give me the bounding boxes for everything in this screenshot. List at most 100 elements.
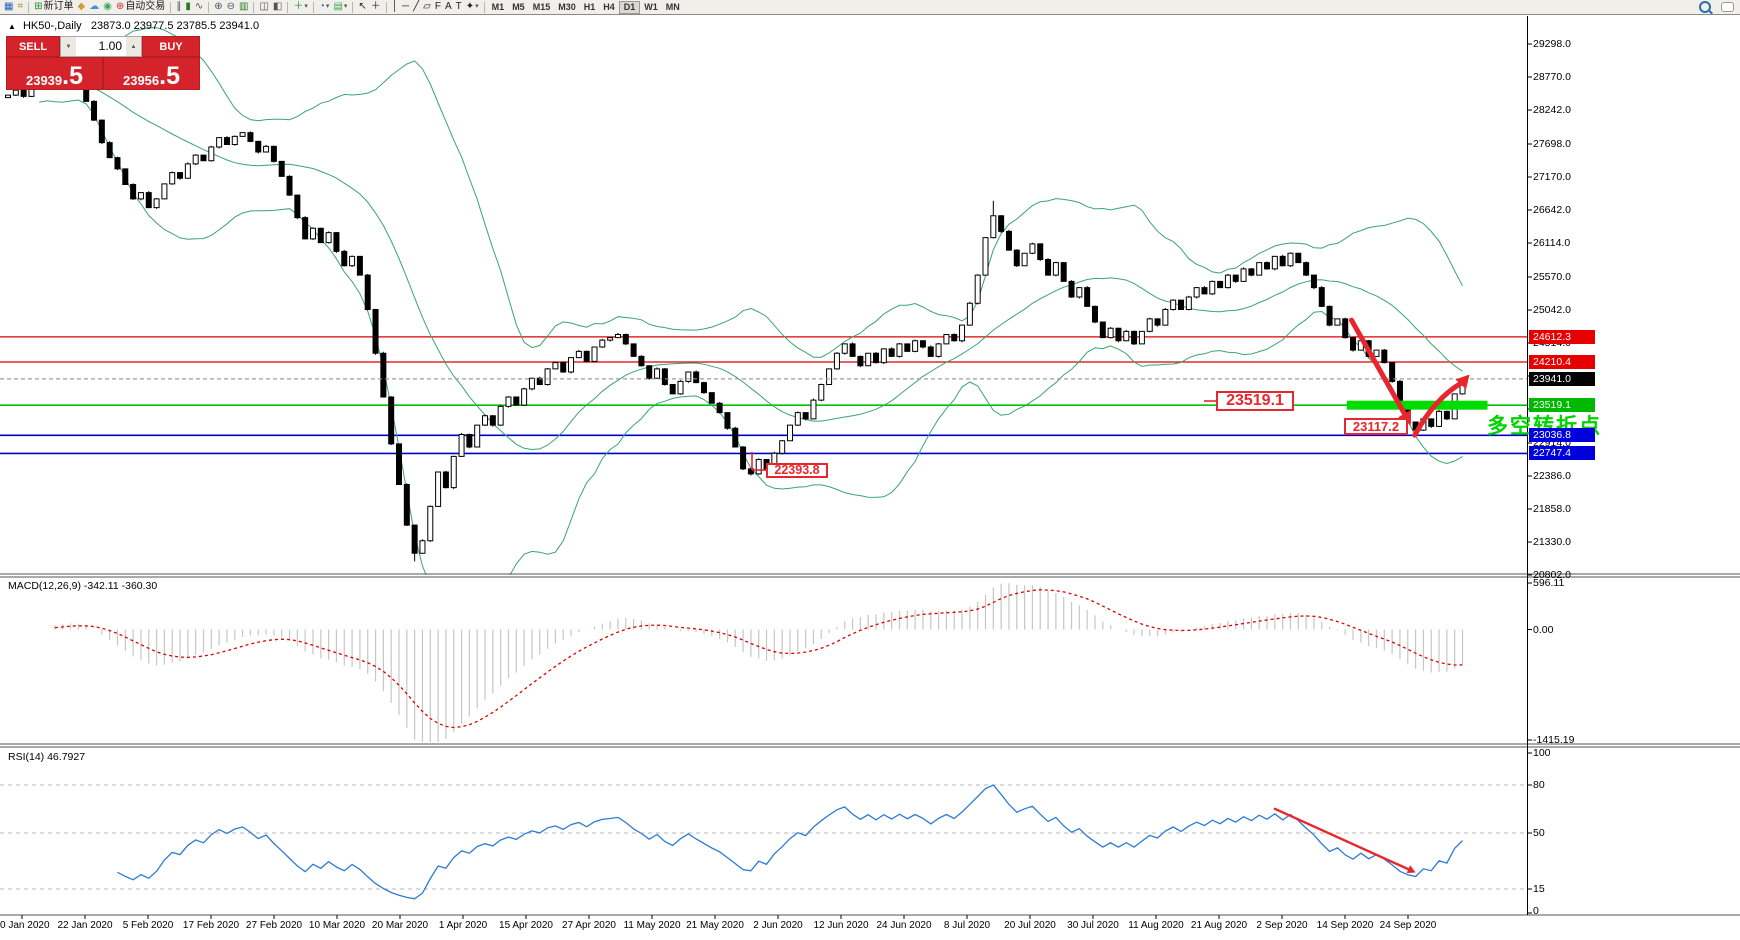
template-icon: ▤	[333, 1, 343, 12]
timeframe-M30[interactable]: M30	[554, 1, 580, 14]
timeframe-M15[interactable]: M15	[529, 1, 555, 14]
line-chart-icon: ∿	[194, 1, 204, 12]
price-axis-tick: 25570.0	[1533, 271, 1571, 283]
chart-header: ▲ HK50-,Daily 23873.0 23977.5 23785.5 23…	[8, 20, 259, 32]
horizontal-line-icon[interactable]: ─	[400, 1, 411, 14]
volume-up-button[interactable]: ▲	[126, 37, 141, 56]
timeframe-D1[interactable]: D1	[618, 0, 641, 14]
date-axis-label[interactable]: 11 Aug 2020	[1128, 920, 1184, 931]
text-icon[interactable]: A	[443, 1, 454, 14]
date-axis-label[interactable]: 17 Feb 2020	[182, 920, 240, 931]
date-axis-label[interactable]: 1 Apr 2020	[438, 920, 488, 931]
date-axis-label[interactable]: 22 Jan 2020	[57, 920, 113, 931]
level-label-23519[interactable]: 23519.1	[1216, 391, 1294, 411]
trendline-icon[interactable]: ╱	[411, 1, 421, 14]
date-axis-label[interactable]: 15 Apr 2020	[499, 920, 553, 931]
timeframe-H1[interactable]: H1	[580, 1, 600, 14]
date-axis-label[interactable]: 24 Jun 2020	[876, 920, 932, 931]
signals-icon: ◉	[103, 1, 112, 12]
price-axis-tick: 20802.0	[1533, 569, 1571, 581]
volume-input[interactable]: 1.00	[98, 39, 122, 53]
styles-icon[interactable]: ◆	[75, 1, 87, 14]
autotrading-icon-label: 自动交易	[125, 1, 166, 12]
vertical-line-icon[interactable]: │	[390, 1, 400, 14]
date-axis-label[interactable]: 10 Jan 2020	[0, 920, 50, 931]
toolbar-separator	[170, 1, 172, 13]
zoom-in-icon[interactable]: ⊕	[212, 1, 224, 14]
chat-icon[interactable]	[1721, 2, 1734, 12]
macd-indicator-label: MACD(12,26,9) -342.11 -360.30	[8, 580, 158, 592]
date-axis-label[interactable]: 5 Feb 2020	[122, 920, 174, 931]
price-tag-24210.4: 24210.4	[1529, 354, 1595, 369]
line-chart-icon[interactable]: ∿	[193, 1, 205, 14]
search-icon[interactable]	[1699, 1, 1711, 13]
date-axis-label[interactable]: 27 Apr 2020	[562, 920, 616, 931]
candlestick-chart-icon[interactable]: ▮	[183, 1, 193, 14]
toolbar-right	[1699, 1, 1734, 13]
timeframe-M5[interactable]: M5	[508, 1, 529, 14]
new-order-icon[interactable]: ⊞ 新订单	[32, 1, 75, 14]
date-axis-label[interactable]: 27 Feb 2020	[245, 920, 303, 931]
price-axis-tick: 27170.0	[1533, 171, 1571, 183]
channel-icon[interactable]: ▱	[421, 1, 433, 14]
date-axis-label[interactable]: 11 May 2020	[623, 920, 681, 931]
periods-icon: ◔	[318, 1, 325, 12]
cursor-icon: ↖	[358, 1, 367, 12]
date-axis-label[interactable]: 20 Mar 2020	[371, 920, 429, 931]
zoom-out-icon: ⊖	[226, 1, 235, 12]
add-indicator-icon[interactable]: ＋ ▾	[291, 1, 310, 14]
timeframe-H4[interactable]: H4	[599, 1, 619, 14]
sell-price-frac: .5	[62, 62, 83, 90]
sell-price-button[interactable]: 23939 .5	[6, 57, 103, 90]
timeframe-W1[interactable]: W1	[640, 1, 662, 14]
new-order-icon-label: 新订单	[43, 1, 74, 12]
volume-down-button[interactable]: ▼	[61, 37, 76, 56]
bar-chart-icon[interactable]: ∥	[174, 1, 183, 14]
timeframe-MN[interactable]: MN	[662, 1, 684, 14]
collapse-panel-icon[interactable]: ▲	[8, 22, 16, 31]
arrows-tool-icon[interactable]: ✦ ▾	[464, 1, 481, 14]
macd-axis-tick: 0.00	[1533, 623, 1554, 636]
autotrading-icon[interactable]: ⊕ 自动交易	[114, 1, 167, 14]
market-watch-icon[interactable]: ⌗	[15, 1, 25, 14]
candlestick-chart-icon: ▮	[185, 1, 191, 12]
date-axis-label[interactable]: 12 Jun 2020	[813, 920, 869, 931]
chart-window-icon[interactable]: ▦	[2, 1, 15, 14]
date-axis-label[interactable]: 21 May 2020	[686, 920, 744, 931]
level-label-22393[interactable]: 22393.8	[766, 463, 828, 478]
date-axis-label[interactable]: 30 Jul 2020	[1067, 920, 1119, 931]
text-label-icon[interactable]: T	[454, 1, 464, 14]
periods-icon[interactable]: ◔ ▾	[317, 1, 332, 14]
price-axis-tick: 22386.0	[1533, 470, 1571, 482]
date-axis-label[interactable]: 2 Jun 2020	[753, 920, 803, 931]
zoom-out-icon[interactable]: ⊖	[225, 1, 237, 14]
level-label-23117[interactable]: 23117.2	[1344, 418, 1408, 435]
tile-windows-icon[interactable]: ▥	[237, 1, 250, 14]
autotrading-icon: ⊕	[115, 1, 125, 12]
date-axis-label[interactable]: 2 Sep 2020	[1256, 920, 1308, 931]
buy-price-button[interactable]: 23956 .5	[103, 57, 200, 90]
timeframe-M1[interactable]: M1	[488, 1, 509, 14]
signals-icon[interactable]: ◉	[101, 1, 114, 14]
fibonacci-icon[interactable]: F	[433, 1, 443, 14]
dropdown-caret-icon: ▾	[343, 3, 348, 10]
sell-button[interactable]: SELL	[6, 36, 60, 57]
toolbar: ▦ ⌗ ⊞ 新订单 ◆ ☁ ◉ ⊕ 自动交易 ∥ ▮ ∿ ⊕ ⊖ ▥ ◫ ◧ ＋ ▾ ◔ ▾ ▤ ▾ ↖ ＋ │ ─ ╱ ▱ F A T ✦ ▾ M…	[0, 0, 1740, 15]
date-axis-label[interactable]: 21 Aug 2020	[1190, 920, 1248, 931]
template-icon[interactable]: ▤ ▾	[331, 1, 349, 14]
date-axis-label[interactable]: 20 Jul 2020	[1004, 920, 1056, 931]
buy-button[interactable]: BUY	[142, 36, 200, 57]
cloud-icon[interactable]: ☁	[87, 1, 101, 14]
date-axis-label[interactable]: 8 Jul 2020	[943, 920, 991, 931]
dropdown-caret-icon: ▾	[325, 3, 330, 10]
toolbar-separator	[287, 1, 289, 13]
cursor-icon[interactable]: ↖	[356, 1, 368, 14]
date-axis-label[interactable]: 24 Sep 2020	[1379, 920, 1437, 931]
date-axis-label[interactable]: 14 Sep 2020	[1316, 920, 1374, 931]
rsi-axis-tick: 80	[1533, 779, 1545, 791]
crosshair-icon[interactable]: ＋	[369, 1, 383, 14]
cascade-icon[interactable]: ◧	[271, 1, 284, 14]
auto-arrange-icon[interactable]: ◫	[257, 1, 270, 14]
date-axis-label[interactable]: 10 Mar 2020	[308, 920, 366, 931]
